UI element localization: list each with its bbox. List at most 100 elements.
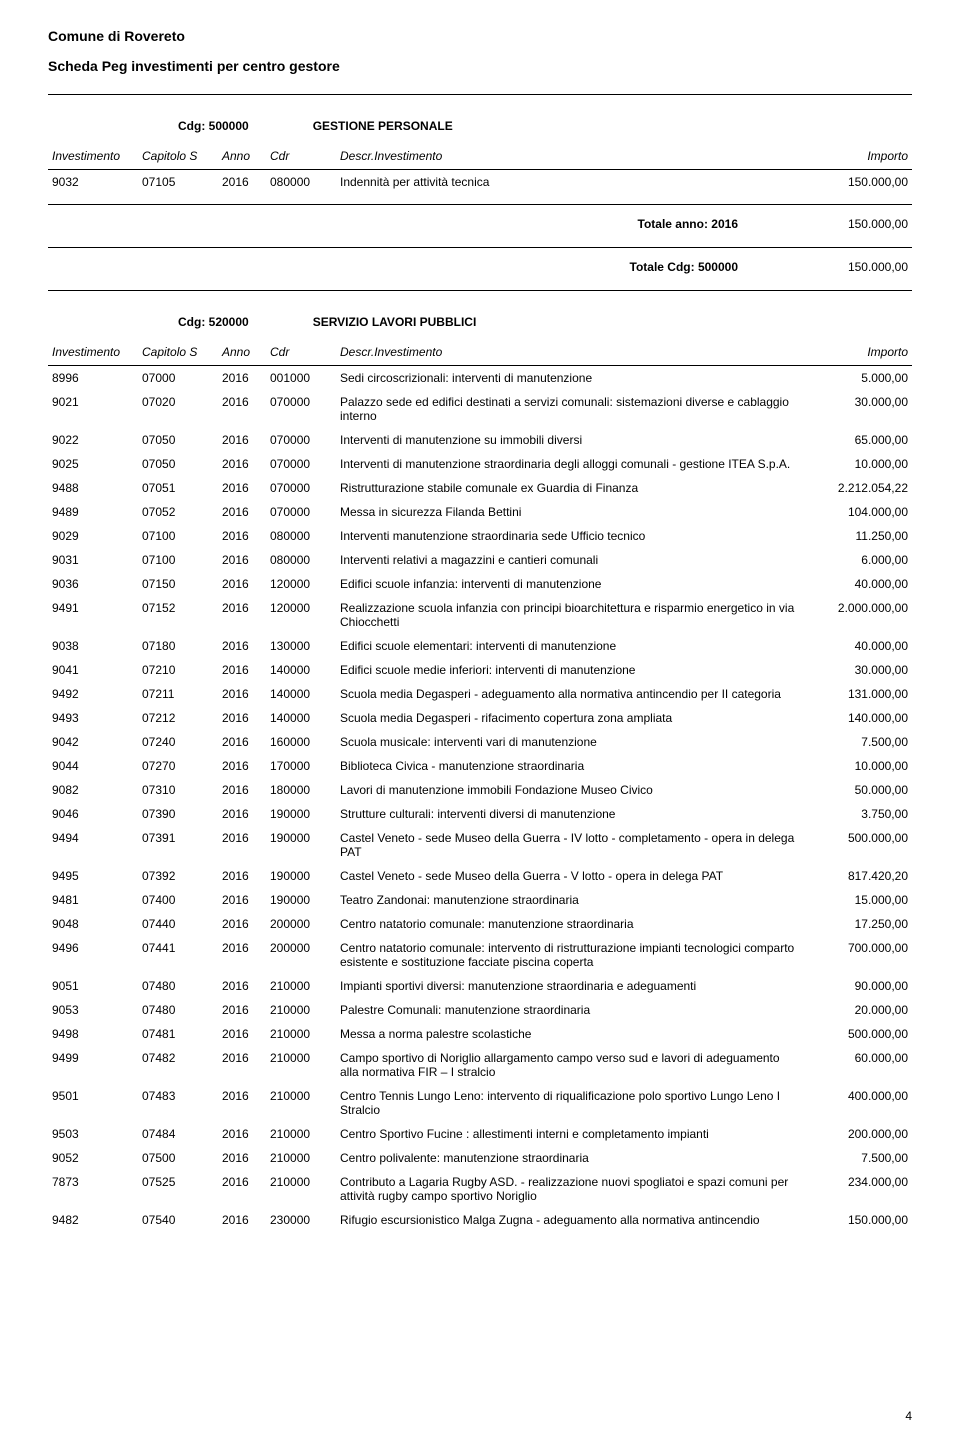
table-row: 9492 07211 2016 140000 Scuola media Dega… (48, 682, 912, 706)
cell-cdr: 070000 (266, 452, 336, 476)
cell-inv: 9493 (48, 706, 138, 730)
table-row: 9046 07390 2016 190000 Strutture cultura… (48, 802, 912, 826)
cell-imp: 5.000,00 (802, 366, 912, 391)
table-row: 9053 07480 2016 210000 Palestre Comunali… (48, 998, 912, 1022)
cell-imp: 131.000,00 (802, 682, 912, 706)
table-row: 9503 07484 2016 210000 Centro Sportivo F… (48, 1122, 912, 1146)
cell-cdr: 070000 (266, 390, 336, 428)
cell-cdr: 210000 (266, 1084, 336, 1122)
total-block: Totale anno: 2016 150.000,00 (48, 205, 912, 243)
divider (48, 290, 912, 291)
cell-cap: 07270 (138, 754, 218, 778)
cell-anno: 2016 (218, 548, 266, 572)
cell-cdr: 210000 (266, 1046, 336, 1084)
cell-descr: Edifici scuole infanzia: interventi di m… (336, 572, 802, 596)
cell-cap: 07052 (138, 500, 218, 524)
cell-inv: 9041 (48, 658, 138, 682)
cell-cap: 07484 (138, 1122, 218, 1146)
investments-table: Investimento Capitolo S Anno Cdr Descr.I… (48, 143, 912, 194)
cell-anno: 2016 (218, 1122, 266, 1146)
table-row: 9032 07105 2016 080000 Indennità per att… (48, 170, 912, 195)
investments-table: Investimento Capitolo S Anno Cdr Descr.I… (48, 339, 912, 1232)
cell-cdr: 080000 (266, 548, 336, 572)
cell-cap: 07100 (138, 548, 218, 572)
cell-imp: 15.000,00 (802, 888, 912, 912)
table-row: 9042 07240 2016 160000 Scuola musicale: … (48, 730, 912, 754)
cell-imp: 7.500,00 (802, 730, 912, 754)
cell-imp: 17.250,00 (802, 912, 912, 936)
cell-descr: Scuola media Degasperi - adeguamento all… (336, 682, 802, 706)
cell-anno: 2016 (218, 476, 266, 500)
cell-descr: Strutture culturali: interventi diversi … (336, 802, 802, 826)
cell-anno: 2016 (218, 888, 266, 912)
cell-anno: 2016 (218, 634, 266, 658)
cell-cdr: 230000 (266, 1208, 336, 1232)
cell-cap: 07480 (138, 998, 218, 1022)
cell-descr: Messa a norma palestre scolastiche (336, 1022, 802, 1046)
cdg-name: GESTIONE PERSONALE (313, 119, 453, 133)
cell-anno: 2016 (218, 754, 266, 778)
cell-imp: 104.000,00 (802, 500, 912, 524)
cell-cdr: 190000 (266, 826, 336, 864)
cell-cap: 07152 (138, 596, 218, 634)
cell-inv: 9022 (48, 428, 138, 452)
cell-descr: Sedi circoscrizionali: interventi di man… (336, 366, 802, 391)
table-row: 9499 07482 2016 210000 Campo sportivo di… (48, 1046, 912, 1084)
col-anno: Anno (218, 143, 266, 170)
cell-descr: Interventi di manutenzione su immobili d… (336, 428, 802, 452)
cell-descr: Centro polivalente: manutenzione straord… (336, 1146, 802, 1170)
cell-cdr: 200000 (266, 912, 336, 936)
page-number: 4 (905, 1409, 912, 1423)
cell-descr: Realizzazione scuola infanzia con princi… (336, 596, 802, 634)
cell-descr: Indennità per attività tecnica (336, 170, 802, 195)
cell-anno: 2016 (218, 366, 266, 391)
cell-cdr: 130000 (266, 634, 336, 658)
cell-descr: Campo sportivo di Noriglio allargamento … (336, 1046, 802, 1084)
cell-anno: 2016 (218, 682, 266, 706)
table-row: 9021 07020 2016 070000 Palazzo sede ed e… (48, 390, 912, 428)
cell-cdr: 140000 (266, 682, 336, 706)
divider (48, 94, 912, 95)
table-row: 9048 07440 2016 200000 Centro natatorio … (48, 912, 912, 936)
cell-anno: 2016 (218, 524, 266, 548)
cell-descr: Centro Sportivo Fucine : allestimenti in… (336, 1122, 802, 1146)
cell-imp: 3.750,00 (802, 802, 912, 826)
table-row: 9498 07481 2016 210000 Messa a norma pal… (48, 1022, 912, 1046)
table-row: 9491 07152 2016 120000 Realizzazione scu… (48, 596, 912, 634)
cell-inv: 9021 (48, 390, 138, 428)
cell-imp: 400.000,00 (802, 1084, 912, 1122)
cell-anno: 2016 (218, 170, 266, 195)
table-row: 9041 07210 2016 140000 Edifici scuole me… (48, 658, 912, 682)
cell-anno: 2016 (218, 452, 266, 476)
cell-imp: 500.000,00 (802, 1022, 912, 1046)
cell-inv: 8996 (48, 366, 138, 391)
cell-cdr: 210000 (266, 1022, 336, 1046)
doc-title: Scheda Peg investimenti per centro gesto… (48, 58, 912, 74)
cell-cap: 07310 (138, 778, 218, 802)
table-header-row: Investimento Capitolo S Anno Cdr Descr.I… (48, 143, 912, 170)
cell-inv: 9495 (48, 864, 138, 888)
cell-cdr: 180000 (266, 778, 336, 802)
cell-cdr: 001000 (266, 366, 336, 391)
cell-cap: 07211 (138, 682, 218, 706)
cell-cap: 07210 (138, 658, 218, 682)
table-row: 9051 07480 2016 210000 Impianti sportivi… (48, 974, 912, 998)
cell-imp: 20.000,00 (802, 998, 912, 1022)
cell-inv: 9498 (48, 1022, 138, 1046)
cell-descr: Palazzo sede ed edifici destinati a serv… (336, 390, 802, 428)
cell-imp: 500.000,00 (802, 826, 912, 864)
cell-inv: 9501 (48, 1084, 138, 1122)
cell-inv: 9488 (48, 476, 138, 500)
cell-inv: 9491 (48, 596, 138, 634)
cell-anno: 2016 (218, 1146, 266, 1170)
cell-descr: Centro Tennis Lungo Leno: intervento di … (336, 1084, 802, 1122)
cell-anno: 2016 (218, 778, 266, 802)
cell-cap: 07150 (138, 572, 218, 596)
sections-host: Cdg: 500000 GESTIONE PERSONALE Investime… (48, 119, 912, 1232)
cell-imp: 11.250,00 (802, 524, 912, 548)
cell-descr: Scuola media Degasperi - rifacimento cop… (336, 706, 802, 730)
cell-descr: Interventi manutenzione straordinaria se… (336, 524, 802, 548)
cell-anno: 2016 (218, 1046, 266, 1084)
cell-descr: Impianti sportivi diversi: manutenzione … (336, 974, 802, 998)
table-row: 9495 07392 2016 190000 Castel Veneto - s… (48, 864, 912, 888)
